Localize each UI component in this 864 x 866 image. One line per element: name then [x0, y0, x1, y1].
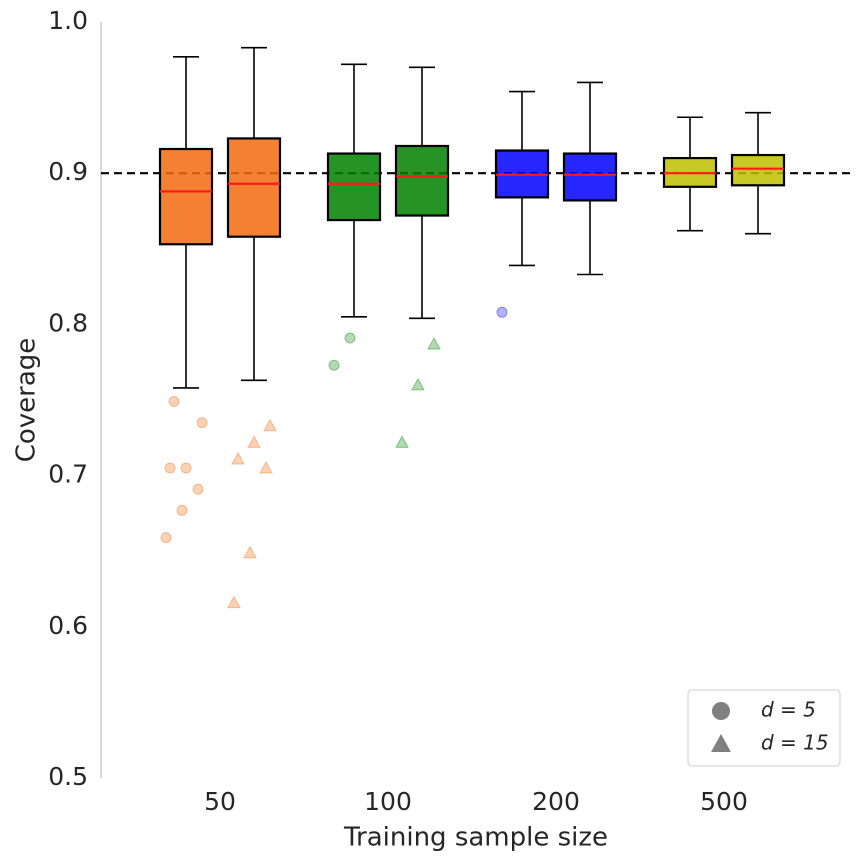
outlier-point	[160, 532, 172, 544]
outlier-point	[496, 306, 508, 318]
outlier-point	[196, 417, 208, 429]
y-tick-label: 0.8	[48, 308, 88, 337]
box	[226, 137, 282, 238]
box	[158, 147, 214, 246]
x-tick-label: 50	[204, 787, 236, 816]
outlier-point	[411, 377, 425, 391]
y-axis-label: Coverage	[12, 338, 42, 463]
y-tick-label: 1.0	[48, 6, 88, 35]
outlier-point	[243, 545, 257, 559]
outlier-point	[328, 359, 340, 371]
x-axis-label: Training sample size	[343, 823, 608, 853]
outlier-point	[164, 462, 176, 474]
legend-marker	[712, 702, 730, 720]
outlier-point	[344, 332, 356, 344]
outlier-point	[227, 595, 241, 609]
x-tick-label: 500	[700, 787, 748, 816]
x-tick-label: 200	[532, 787, 580, 816]
outlier-point	[192, 483, 204, 495]
box	[326, 152, 382, 222]
y-tick-label: 0.5	[48, 762, 88, 791]
y-tick-label: 0.7	[48, 460, 88, 489]
x-tick-label: 100	[364, 787, 412, 816]
box	[730, 153, 786, 187]
outlier-point	[176, 504, 188, 516]
outlier-point	[395, 435, 409, 448]
outlier-point	[263, 418, 277, 432]
outlier-point	[168, 396, 180, 408]
legend-label: d = 15	[761, 731, 829, 755]
legend-marker	[711, 734, 731, 752]
legend-label: d = 5	[761, 698, 816, 722]
y-tick-label: 0.6	[48, 611, 88, 640]
outlier-point	[427, 337, 441, 350]
box	[394, 144, 450, 217]
outlier-point	[259, 460, 273, 474]
y-tick-label: 0.9	[48, 157, 88, 186]
outlier-point	[180, 462, 192, 474]
outlier-point	[231, 451, 245, 465]
outlier-point	[247, 435, 261, 448]
box	[562, 152, 618, 202]
